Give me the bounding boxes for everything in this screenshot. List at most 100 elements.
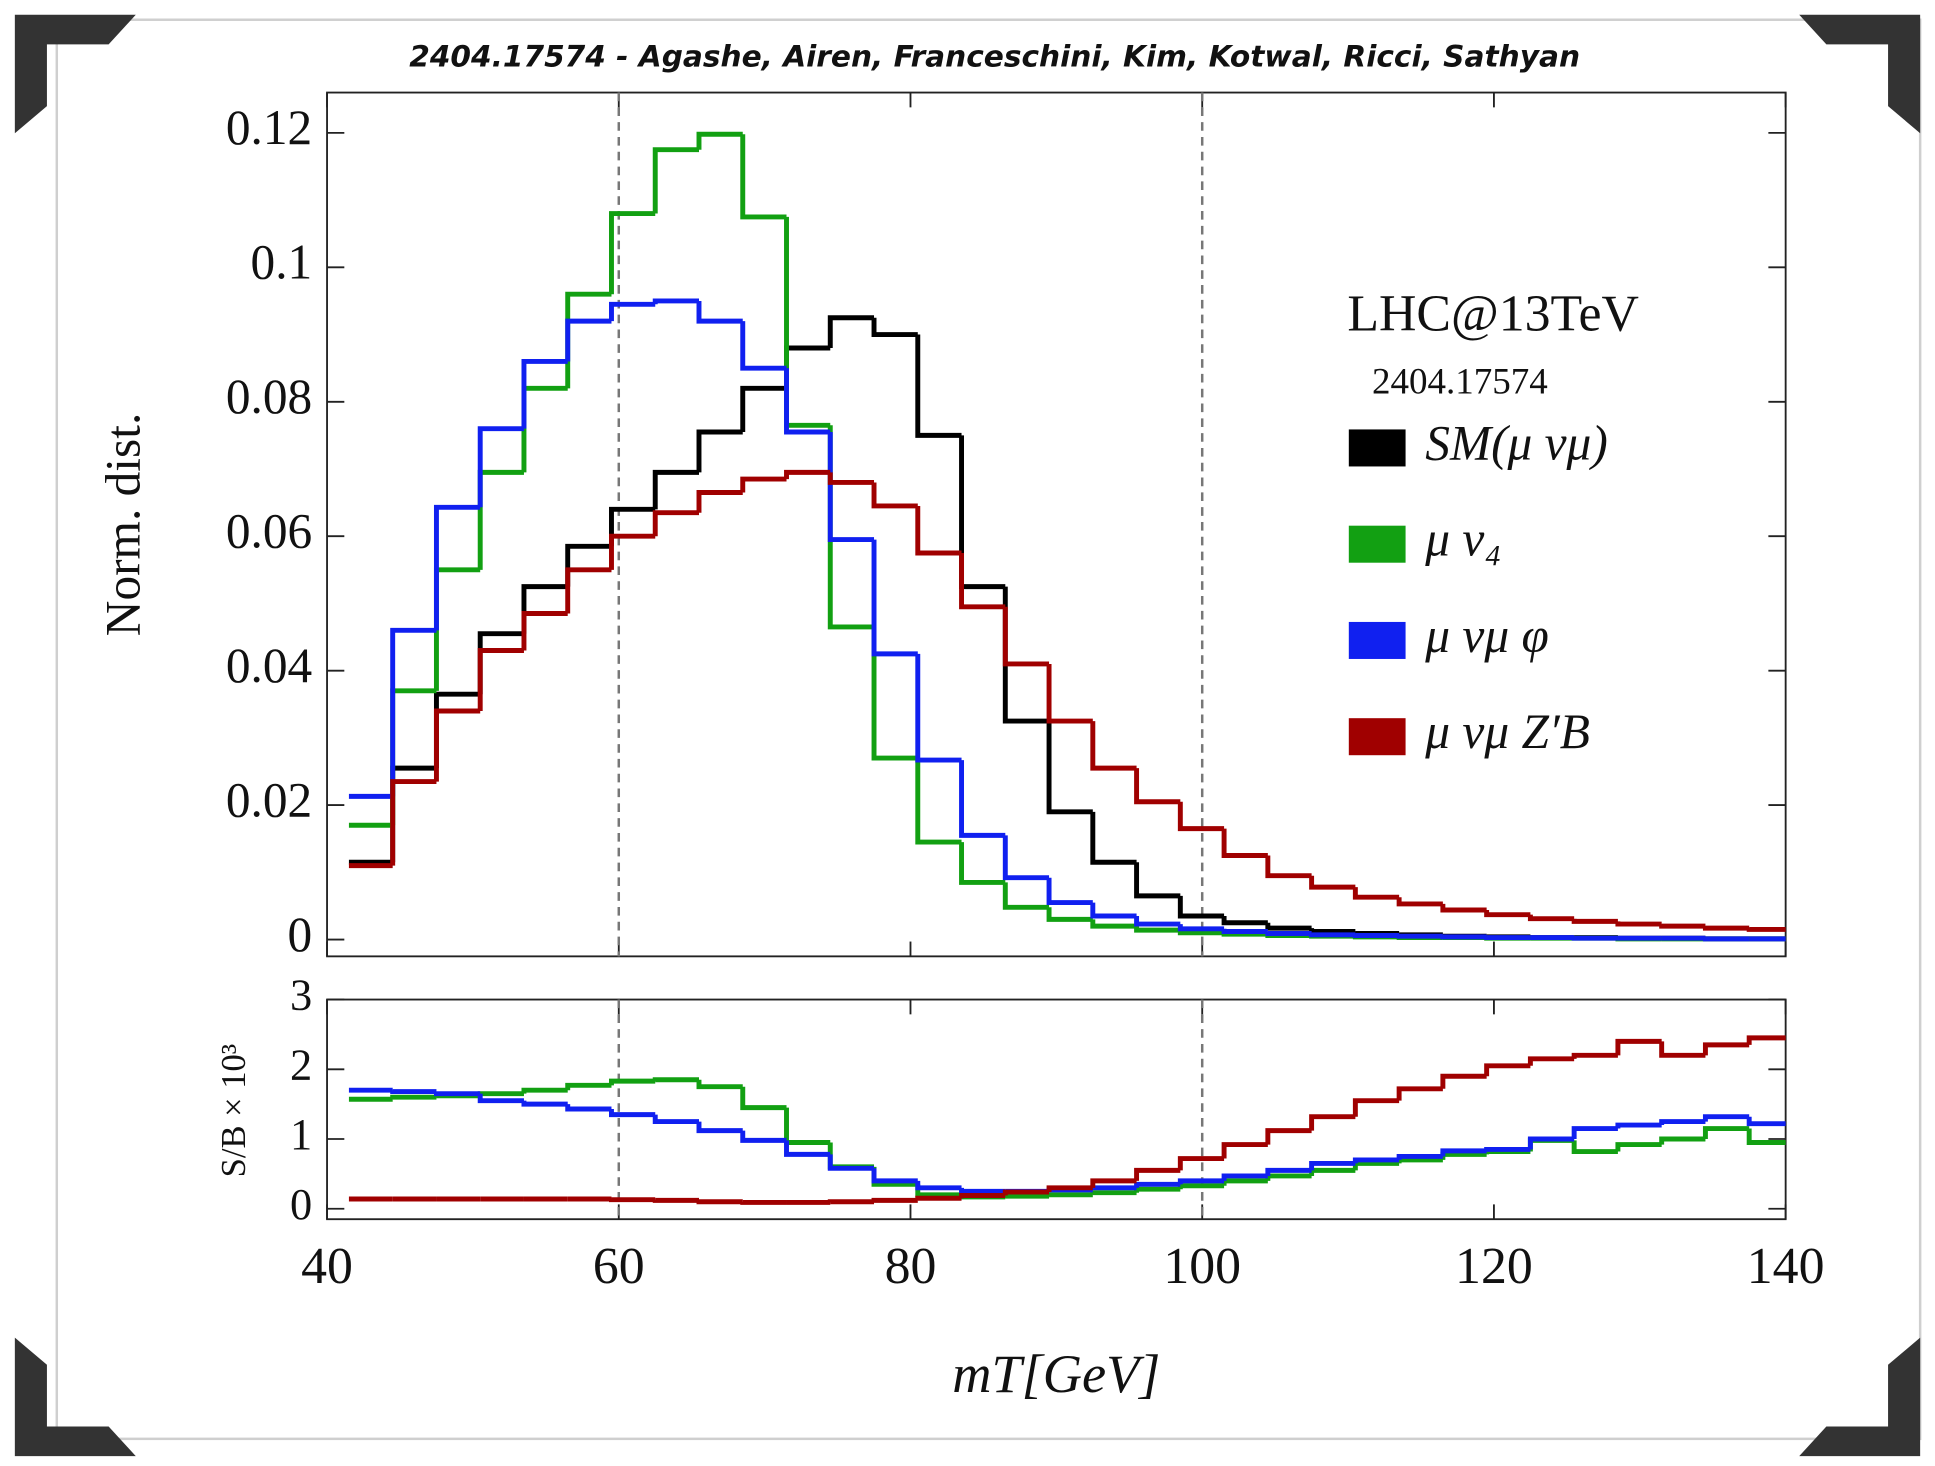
- histogram-step: [477, 648, 524, 711]
- legend-label: μ νμ φ: [1424, 608, 1548, 663]
- histogram-step: [871, 1168, 918, 1184]
- histogram-step: [1002, 835, 1050, 881]
- histogram-step: [1265, 931, 1312, 936]
- histogram-step: [1352, 1157, 1400, 1164]
- histogram-step: [609, 1197, 656, 1203]
- y-axis-label: Norm. dist.: [96, 413, 151, 637]
- histogram-step: [1134, 768, 1181, 805]
- histogram-step: [1702, 1114, 1750, 1122]
- legend-swatch: [1348, 621, 1406, 659]
- histogram-step: [652, 1077, 699, 1083]
- x-tick-label: 140: [1747, 1238, 1825, 1295]
- histogram-step: [1090, 919, 1137, 929]
- histogram-step: [1440, 1073, 1487, 1089]
- histogram-step: [1702, 925, 1750, 931]
- histogram-step: [1177, 1156, 1225, 1171]
- histogram-step: [1571, 1126, 1618, 1140]
- histogram-step: [609, 211, 656, 295]
- histogram-step: [827, 432, 875, 543]
- histogram-step: [477, 1093, 524, 1104]
- histogram-step: [1177, 924, 1225, 932]
- histogram-step: [1002, 882, 1050, 910]
- histogram-step: [1702, 1042, 1750, 1056]
- histogram-step: [871, 626, 918, 761]
- histogram-step: [1571, 1052, 1618, 1059]
- histogram-step: [1659, 1041, 1706, 1058]
- histogram-step: [1002, 1193, 1050, 1199]
- histogram-step: [1702, 936, 1750, 942]
- histogram-step: [740, 385, 787, 433]
- x-tick-label: 60: [593, 1238, 645, 1295]
- histogram-step: [609, 301, 656, 322]
- histogram-step: [1134, 1181, 1181, 1188]
- histogram-step: [1046, 1192, 1093, 1198]
- x-axis-label: mT[GeV]: [952, 1344, 1160, 1404]
- x-tick-label: 120: [1455, 1238, 1533, 1295]
- histogram-step: [915, 1180, 962, 1191]
- histogram-step: [390, 627, 437, 797]
- histogram-step: [1265, 1128, 1312, 1145]
- histogram-step: [1352, 887, 1400, 900]
- histogram-step: [1484, 1063, 1531, 1077]
- histogram-step: [1615, 1122, 1662, 1129]
- histogram-step: [1396, 1153, 1443, 1160]
- histogram-step: [1265, 922, 1312, 931]
- histogram-step: [871, 317, 918, 338]
- histogram-step: [871, 482, 918, 509]
- histogram-step: [784, 1140, 831, 1157]
- histogram-step: [1527, 1056, 1575, 1066]
- histogram-step: [1134, 1167, 1181, 1181]
- histogram-step: [521, 1087, 568, 1094]
- histogram-step: [915, 334, 962, 438]
- histogram-step: [652, 147, 699, 214]
- histogram-step: [1396, 1086, 1443, 1101]
- y-tick-label: 1: [290, 1109, 312, 1159]
- histogram-step: [1221, 916, 1268, 926]
- legend-title: LHC@13TeV: [1347, 285, 1639, 342]
- histogram-step: [1746, 1035, 1786, 1045]
- histogram-step: [1746, 926, 1786, 932]
- histogram-step: [1002, 1189, 1050, 1196]
- histogram-step: [609, 1078, 656, 1086]
- y-tick-label: 0: [290, 1179, 312, 1229]
- histogram-step: [827, 472, 875, 485]
- histogram-step: [433, 1091, 481, 1097]
- histogram-step: [1046, 721, 1093, 815]
- histogram-step: [1440, 934, 1487, 940]
- histogram-step: [1527, 1136, 1575, 1150]
- histogram-step: [1221, 928, 1268, 934]
- legend-swatch: [1348, 429, 1406, 467]
- histogram-step: [390, 1094, 437, 1100]
- histogram-step: [1265, 1167, 1312, 1176]
- histogram-step: [521, 358, 568, 429]
- histogram-step: [1440, 1148, 1487, 1157]
- histogram-step: [477, 426, 524, 508]
- histogram-step: [1134, 916, 1181, 927]
- histogram-step: [1177, 1178, 1225, 1185]
- y-tick-label: 0.04: [226, 638, 312, 693]
- y-tick-label: 0.08: [226, 369, 312, 424]
- histogram-step: [915, 653, 962, 763]
- histogram-step: [827, 315, 875, 348]
- chart-title: 2404.17574 - Agashe, Airen, Franceschini…: [409, 39, 1580, 73]
- histogram-step: [915, 1195, 962, 1201]
- histogram-step: [433, 504, 481, 631]
- histogram-step: [871, 1197, 918, 1203]
- histogram-step: [1440, 903, 1487, 913]
- histogram-step: [1090, 902, 1137, 919]
- histogram-step: [1659, 1119, 1706, 1126]
- legend-label: SM(μ νμ): [1425, 415, 1607, 470]
- histogram-step: [1090, 1178, 1137, 1188]
- y-tick-label: 0.12: [226, 100, 312, 155]
- y-tick-label: 0.06: [226, 504, 312, 559]
- histogram-step: [652, 510, 699, 537]
- histogram-step: [1527, 914, 1575, 922]
- histogram-step: [1615, 921, 1662, 927]
- histogram-step: [652, 1197, 699, 1203]
- histogram-step: [959, 842, 1006, 885]
- histogram-step: [1046, 877, 1093, 906]
- histogram-step: [1396, 933, 1443, 939]
